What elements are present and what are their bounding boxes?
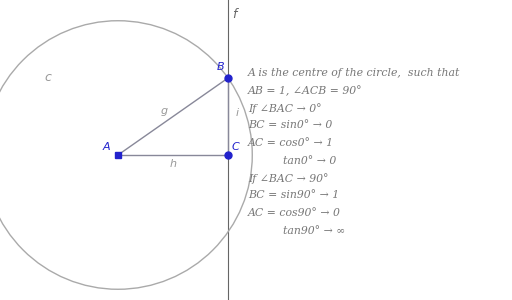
Text: AC = cos90° → 0: AC = cos90° → 0 <box>248 208 341 218</box>
Text: tan0° → 0: tan0° → 0 <box>248 155 336 166</box>
Text: f: f <box>232 8 237 21</box>
Text: If ∠BAC → 90°: If ∠BAC → 90° <box>248 173 329 184</box>
Text: B: B <box>217 62 224 72</box>
Text: A is the centre of the circle,  such that: A is the centre of the circle, such that <box>248 68 460 78</box>
Text: i: i <box>236 109 239 118</box>
Text: A: A <box>102 142 110 152</box>
Text: g: g <box>161 106 168 116</box>
Text: c: c <box>44 71 51 84</box>
Text: tan90° → ∞: tan90° → ∞ <box>248 226 345 236</box>
Text: h: h <box>169 159 177 169</box>
Text: AC = cos0° → 1: AC = cos0° → 1 <box>248 138 334 148</box>
Text: AB = 1, ∠ACB = 90°: AB = 1, ∠ACB = 90° <box>248 85 362 96</box>
Text: BC = sin0° → 0: BC = sin0° → 0 <box>248 121 332 130</box>
Text: BC = sin90° → 1: BC = sin90° → 1 <box>248 190 339 200</box>
Text: C: C <box>232 142 240 152</box>
Text: If ∠BAC → 0°: If ∠BAC → 0° <box>248 103 322 114</box>
